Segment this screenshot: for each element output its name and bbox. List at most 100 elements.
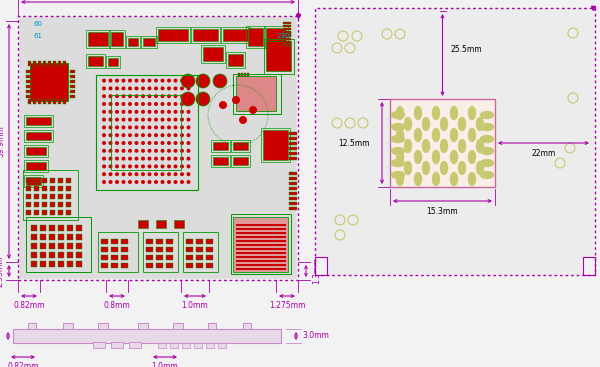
Circle shape [167, 117, 171, 121]
Ellipse shape [440, 139, 448, 153]
Ellipse shape [476, 139, 484, 153]
Circle shape [154, 117, 158, 121]
Circle shape [134, 94, 139, 98]
Bar [266, 41, 291, 71]
Circle shape [121, 149, 125, 153]
Bar [66, 210, 71, 215]
Bar [390, 99, 495, 187]
Circle shape [109, 117, 113, 121]
Bar [101, 263, 108, 268]
Bar [228, 54, 243, 66]
Bar [33, 61, 36, 66]
Circle shape [134, 86, 139, 90]
Circle shape [187, 133, 191, 137]
Ellipse shape [391, 135, 405, 143]
Bar [26, 95, 31, 98]
Bar [289, 132, 297, 135]
Bar [236, 264, 286, 266]
Bar [233, 74, 281, 114]
Bar [289, 182, 297, 185]
Bar [203, 47, 223, 61]
Bar [58, 261, 64, 267]
Circle shape [154, 126, 158, 130]
Bar [146, 239, 153, 244]
Circle shape [134, 180, 139, 184]
Bar [283, 38, 291, 40]
Bar [20, 18, 296, 278]
Bar [38, 61, 41, 66]
Bar [26, 70, 31, 73]
Circle shape [154, 157, 158, 161]
Bar [76, 225, 82, 231]
Circle shape [148, 126, 151, 130]
Circle shape [161, 117, 164, 121]
Ellipse shape [458, 139, 466, 153]
Circle shape [173, 126, 178, 130]
Circle shape [167, 172, 171, 176]
Circle shape [154, 133, 158, 137]
Circle shape [102, 157, 106, 161]
Bar [30, 63, 68, 101]
Bar [208, 323, 216, 329]
Circle shape [167, 110, 171, 114]
Bar [233, 142, 248, 150]
Circle shape [115, 102, 119, 106]
Circle shape [109, 157, 113, 161]
Bar [48, 61, 51, 66]
Bar [315, 257, 327, 275]
Bar [63, 323, 73, 329]
Bar [26, 177, 41, 185]
Circle shape [115, 94, 119, 98]
Ellipse shape [480, 159, 494, 167]
Circle shape [128, 117, 132, 121]
Bar [233, 157, 248, 165]
Bar [33, 99, 36, 104]
Circle shape [134, 172, 139, 176]
Circle shape [121, 172, 125, 176]
Circle shape [167, 180, 171, 184]
Ellipse shape [404, 139, 412, 153]
Circle shape [154, 79, 158, 83]
Bar [111, 247, 118, 252]
Bar [31, 225, 37, 231]
Bar [166, 239, 173, 244]
Bar [43, 61, 46, 66]
Bar [289, 147, 297, 150]
Circle shape [173, 110, 178, 114]
Text: 0.82mm: 0.82mm [7, 362, 39, 367]
Circle shape [148, 172, 151, 176]
Bar [111, 263, 118, 268]
Bar [40, 252, 46, 258]
Ellipse shape [450, 128, 458, 142]
Circle shape [187, 126, 191, 130]
Circle shape [173, 172, 178, 176]
Bar [213, 142, 228, 150]
Circle shape [102, 110, 106, 114]
Bar [156, 247, 163, 252]
Circle shape [121, 117, 125, 121]
Bar [26, 132, 51, 140]
Ellipse shape [391, 123, 405, 131]
Bar [283, 34, 291, 36]
Bar [76, 234, 82, 240]
Bar [211, 140, 230, 152]
Circle shape [109, 133, 113, 137]
Bar [38, 99, 41, 104]
Bar [226, 52, 245, 68]
Bar [316, 9, 594, 274]
Circle shape [109, 180, 113, 184]
Bar [173, 323, 183, 329]
Circle shape [148, 79, 151, 83]
Circle shape [161, 110, 164, 114]
Circle shape [154, 86, 158, 90]
Bar [129, 342, 141, 348]
Circle shape [161, 157, 164, 161]
Ellipse shape [476, 117, 484, 131]
Circle shape [128, 86, 132, 90]
Bar [58, 243, 64, 249]
Circle shape [141, 149, 145, 153]
Circle shape [102, 149, 106, 153]
Circle shape [141, 126, 145, 130]
Circle shape [134, 133, 139, 137]
Bar [183, 232, 218, 272]
